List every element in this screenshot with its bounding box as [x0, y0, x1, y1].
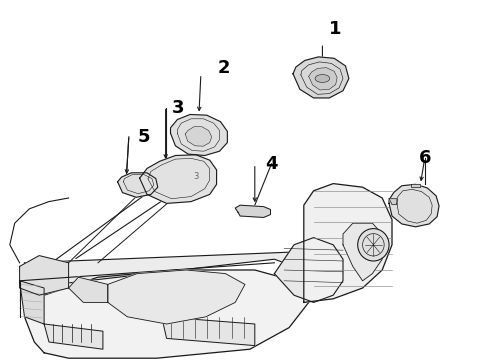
Polygon shape — [171, 114, 227, 156]
Polygon shape — [69, 277, 108, 302]
Text: 3: 3 — [172, 99, 184, 117]
Text: 1: 1 — [329, 20, 342, 38]
Polygon shape — [118, 173, 158, 197]
Polygon shape — [185, 127, 212, 146]
Ellipse shape — [358, 229, 389, 261]
Polygon shape — [274, 238, 343, 302]
Polygon shape — [293, 57, 349, 98]
Ellipse shape — [315, 75, 330, 82]
Text: 5: 5 — [137, 128, 150, 146]
Polygon shape — [44, 324, 103, 349]
Polygon shape — [162, 317, 255, 346]
Polygon shape — [20, 281, 44, 324]
Polygon shape — [389, 184, 439, 227]
Text: 4: 4 — [265, 155, 278, 173]
Polygon shape — [20, 256, 69, 295]
Text: 3: 3 — [194, 172, 198, 181]
Polygon shape — [235, 205, 270, 217]
Polygon shape — [309, 68, 337, 90]
Text: 6: 6 — [418, 149, 431, 167]
Polygon shape — [343, 223, 382, 281]
Text: 2: 2 — [218, 59, 230, 77]
Polygon shape — [304, 184, 392, 302]
Polygon shape — [24, 252, 318, 299]
Polygon shape — [140, 155, 217, 203]
Polygon shape — [411, 184, 420, 187]
Polygon shape — [389, 199, 397, 204]
Polygon shape — [24, 270, 309, 358]
Polygon shape — [108, 270, 245, 324]
